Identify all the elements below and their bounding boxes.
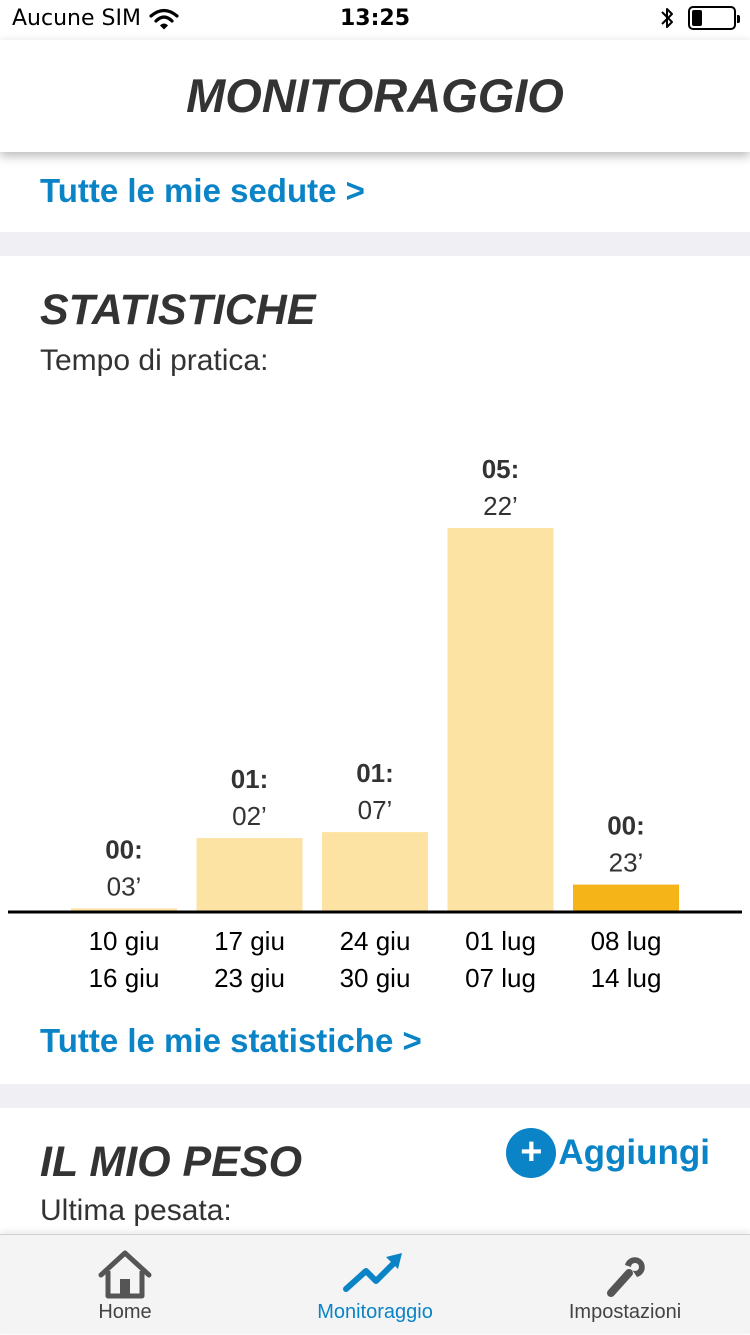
chart-bar bbox=[71, 908, 177, 912]
bar-value-label: 23’ bbox=[609, 848, 644, 878]
wrench-icon bbox=[607, 1257, 645, 1297]
bar-value-label: 00: bbox=[105, 834, 143, 864]
bar-value-label: 00: bbox=[607, 811, 645, 841]
status-right bbox=[660, 6, 740, 30]
x-tick-label: 10 giu bbox=[89, 926, 160, 956]
weight-subtitle: Ultima pesata: bbox=[40, 1194, 232, 1227]
add-weight-label: Aggiungi bbox=[558, 1133, 710, 1172]
x-tick-label: 16 giu bbox=[89, 963, 160, 993]
bar-value-label: 02’ bbox=[232, 801, 267, 831]
battery-icon bbox=[688, 6, 740, 30]
x-tick-label: 01 lug bbox=[465, 926, 536, 956]
x-tick-label: 23 giu bbox=[214, 963, 285, 993]
home-icon bbox=[98, 1250, 152, 1299]
bar-value-label: 01: bbox=[231, 764, 269, 794]
stats-title: STATISTICHE bbox=[40, 286, 316, 334]
content-scroll[interactable]: Tutte le mie sedute > STATISTICHE Tempo … bbox=[0, 152, 750, 1234]
chart-bar bbox=[573, 884, 679, 912]
tab-impostazioni-label: Impostazioni bbox=[568, 1301, 682, 1323]
all-stats-link[interactable]: Tutte le mie statistiche > bbox=[40, 1022, 422, 1059]
status-carrier: Aucune SIM bbox=[12, 6, 179, 31]
tab-home-label: Home bbox=[98, 1301, 152, 1323]
x-tick-label: 17 giu bbox=[214, 926, 285, 956]
stats-subtitle: Tempo di pratica: bbox=[40, 344, 269, 377]
x-tick-label: 14 lug bbox=[591, 963, 662, 993]
wifi-icon bbox=[149, 8, 179, 29]
status-bar: Aucune SIM 13:25 bbox=[0, 0, 750, 40]
chart-bar bbox=[196, 838, 303, 912]
weight-title: IL MIO PESO bbox=[40, 1138, 303, 1186]
tab-bar: Home Monitoraggio Impostazioni bbox=[0, 1234, 750, 1334]
nav-header: MONITORAGGIO bbox=[0, 40, 750, 152]
all-sessions-link[interactable]: Tutte le mie sedute > bbox=[40, 172, 365, 209]
practice-time-chart: 00: 03’ 10 giu 16 giu 01: 02’ 17 giu 23 giu 01: 0… bbox=[8, 454, 742, 993]
plus-icon: + bbox=[506, 1128, 557, 1178]
chart-bar bbox=[447, 528, 554, 912]
battery-level bbox=[692, 10, 702, 26]
tab-impostazioni[interactable]: Impostazioni bbox=[500, 1235, 750, 1335]
status-time: 13:25 bbox=[339, 6, 411, 31]
tab-monitoraggio-label: Monitoraggio bbox=[317, 1301, 433, 1323]
x-tick-label: 07 lug bbox=[465, 963, 536, 993]
carrier-label: Aucune SIM bbox=[12, 6, 141, 31]
bar-value-label: 22’ bbox=[483, 491, 518, 521]
stats-card: STATISTICHE Tempo di pratica: 00: 03’ 10 g… bbox=[0, 256, 750, 1084]
sessions-card: Tutte le mie sedute > bbox=[0, 152, 750, 232]
x-tick-label: 24 giu bbox=[340, 926, 411, 956]
page-title: MONITORAGGIO bbox=[186, 69, 564, 122]
bar-value-label: 07’ bbox=[358, 795, 393, 825]
tab-monitoraggio[interactable]: Monitoraggio bbox=[250, 1235, 500, 1335]
weight-card: IL MIO PESO Ultima pesata: + Aggiungi bbox=[0, 1108, 750, 1234]
bar-value-label: 05: bbox=[482, 454, 520, 484]
tab-home[interactable]: Home bbox=[0, 1235, 250, 1335]
bar-value-label: 03’ bbox=[107, 871, 142, 901]
trend-arrow-icon bbox=[343, 1253, 402, 1292]
add-weight-button[interactable]: + Aggiungi bbox=[506, 1128, 710, 1178]
bluetooth-icon bbox=[661, 8, 673, 28]
bar-value-label: 01: bbox=[356, 758, 394, 788]
x-tick-label: 30 giu bbox=[340, 963, 411, 993]
chart-bar bbox=[322, 832, 428, 912]
x-tick-label: 08 lug bbox=[591, 926, 662, 956]
